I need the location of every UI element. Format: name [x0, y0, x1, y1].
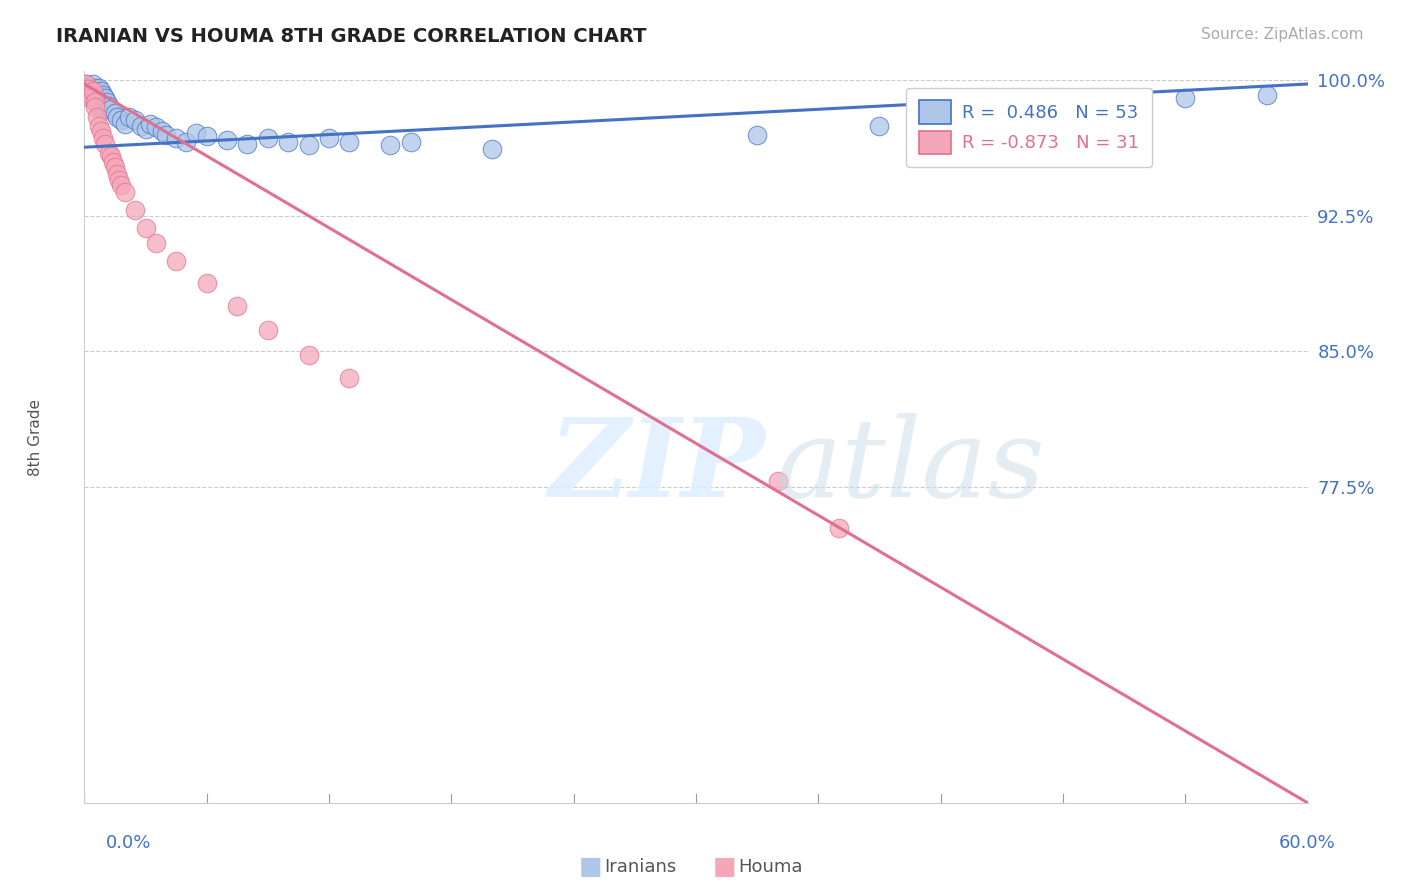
Point	[75, 77, 97, 91]
Text: Iranians: Iranians	[605, 858, 676, 876]
Point	[145, 235, 167, 250]
Point	[226, 299, 249, 313]
Point	[86, 87, 108, 102]
Point	[766, 475, 789, 489]
Point	[83, 95, 105, 109]
Point	[165, 131, 187, 145]
Point	[828, 521, 851, 535]
Text: atlas: atlas	[776, 413, 1045, 520]
Point	[93, 136, 115, 151]
Point	[174, 135, 197, 149]
Point	[195, 276, 218, 290]
Point	[257, 131, 280, 145]
Point	[970, 110, 993, 124]
Text: ZIP: ZIP	[550, 413, 766, 520]
Point	[97, 145, 120, 160]
Point	[83, 80, 105, 95]
Point	[118, 110, 141, 124]
Point	[108, 172, 131, 186]
Point	[339, 371, 361, 385]
Point	[82, 84, 104, 98]
Text: 0.0%: 0.0%	[105, 834, 150, 852]
Point	[380, 138, 402, 153]
Point	[186, 126, 208, 140]
Point	[100, 149, 122, 163]
Point	[86, 95, 108, 109]
Point	[1052, 98, 1074, 112]
Point	[104, 106, 127, 120]
Text: 8th Grade: 8th Grade	[28, 399, 44, 475]
Point	[1114, 100, 1136, 114]
Point	[135, 221, 157, 235]
Point	[77, 82, 100, 96]
Point	[195, 129, 218, 144]
Text: ■: ■	[713, 855, 735, 879]
Point	[79, 91, 101, 105]
Point	[114, 186, 136, 200]
Point	[79, 84, 101, 98]
Point	[90, 84, 112, 98]
Point	[82, 77, 104, 91]
Point	[1256, 87, 1278, 102]
Point	[277, 135, 299, 149]
Point	[101, 154, 124, 169]
Point	[87, 119, 110, 133]
Point	[77, 80, 100, 95]
Point	[79, 87, 101, 102]
Point	[110, 178, 132, 193]
Point	[481, 142, 503, 156]
Point	[339, 135, 361, 149]
Point	[97, 98, 120, 112]
Point	[93, 91, 115, 105]
Point	[82, 91, 104, 105]
Legend: R =  0.486   N = 53, R = -0.873   N = 31: R = 0.486 N = 53, R = -0.873 N = 31	[905, 87, 1152, 167]
Point	[150, 124, 173, 138]
Point	[155, 128, 177, 142]
Text: IRANIAN VS HOUMA 8TH GRADE CORRELATION CHART: IRANIAN VS HOUMA 8TH GRADE CORRELATION C…	[56, 27, 647, 45]
Point	[91, 103, 114, 117]
Text: 60.0%: 60.0%	[1279, 834, 1336, 852]
Point	[90, 98, 112, 112]
Point	[114, 117, 136, 131]
Point	[86, 110, 108, 124]
Point	[236, 136, 259, 151]
Point	[298, 348, 321, 362]
Point	[75, 77, 97, 91]
Point	[83, 84, 105, 98]
Point	[318, 131, 340, 145]
Point	[83, 100, 105, 114]
Point	[79, 87, 101, 102]
Point	[138, 117, 160, 131]
Point	[87, 80, 110, 95]
Point	[87, 91, 110, 105]
Point	[145, 120, 167, 135]
Point	[399, 135, 422, 149]
Point	[91, 87, 114, 102]
Point	[100, 103, 122, 117]
Point	[105, 110, 128, 124]
Point	[124, 113, 146, 128]
Point	[217, 133, 239, 147]
Text: Houma: Houma	[738, 858, 803, 876]
Point	[124, 203, 146, 218]
Point	[110, 113, 132, 128]
Point	[1174, 91, 1197, 105]
Point	[165, 254, 187, 268]
Point	[135, 122, 157, 136]
Text: Source: ZipAtlas.com: Source: ZipAtlas.com	[1201, 27, 1364, 42]
Point	[96, 95, 118, 109]
Point	[91, 131, 114, 145]
Point	[131, 119, 153, 133]
Point	[104, 160, 127, 174]
Point	[298, 138, 321, 153]
Point	[90, 124, 112, 138]
Point	[747, 128, 769, 142]
Point	[105, 167, 128, 181]
Point	[257, 323, 280, 337]
Point	[869, 119, 891, 133]
Text: ■: ■	[579, 855, 602, 879]
